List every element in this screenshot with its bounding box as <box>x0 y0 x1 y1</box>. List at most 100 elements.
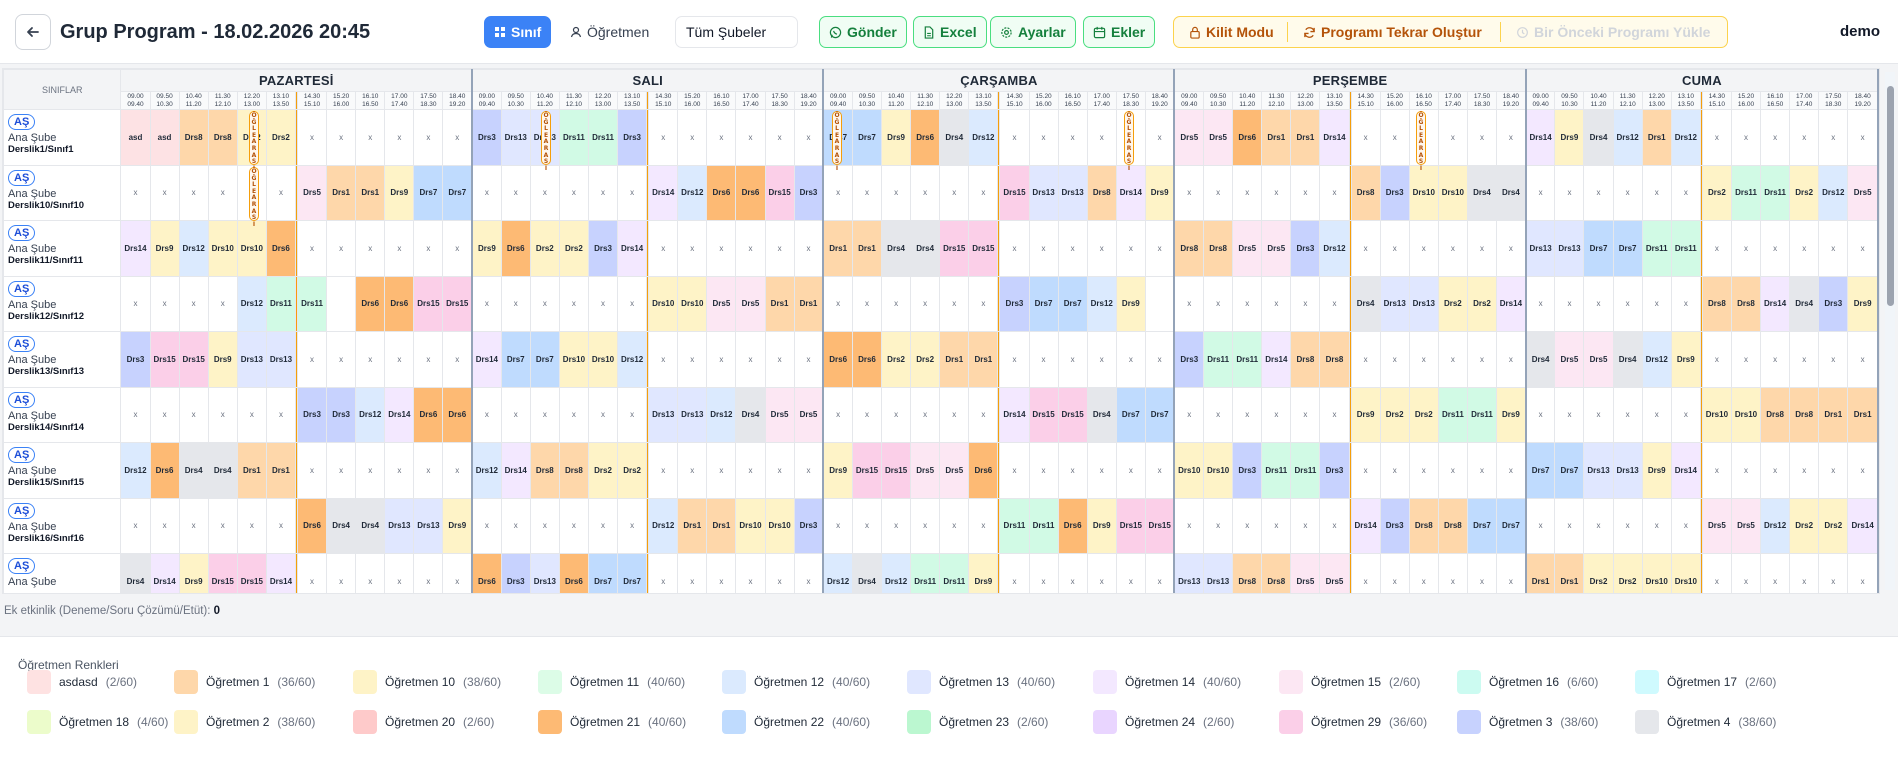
empty-slot[interactable]: x <box>529 164 560 221</box>
lesson-cell[interactable]: Drs8 <box>1173 220 1205 277</box>
lesson-cell[interactable]: Drs1 <box>355 164 386 221</box>
empty-slot[interactable]: x <box>207 386 238 443</box>
teacher-color-swatch[interactable] <box>538 670 562 694</box>
class-row-header[interactable]: AŞ Ana Şube Derslik12/Sınıf12 <box>3 275 122 332</box>
empty-slot[interactable]: x <box>384 442 415 499</box>
lesson-cell[interactable]: Drs12 <box>1760 497 1791 554</box>
lesson-cell[interactable]: Drs14 <box>149 553 180 593</box>
lesson-cell[interactable]: Drs12 <box>1818 164 1849 221</box>
lesson-cell[interactable]: Drs15 <box>178 331 209 388</box>
lesson-cell[interactable]: Drs1 <box>706 497 737 554</box>
empty-slot[interactable]: x <box>939 497 970 554</box>
empty-slot[interactable]: x <box>648 109 679 166</box>
empty-slot[interactable]: x <box>1612 497 1643 554</box>
empty-slot[interactable]: x <box>1057 553 1088 593</box>
teacher-color-item[interactable]: Öğretmen 16 (6/60) <box>1457 670 1598 694</box>
empty-slot[interactable]: x <box>1466 331 1498 388</box>
lesson-cell[interactable]: Drs11 <box>999 497 1030 554</box>
lesson-cell[interactable]: Drs13 <box>1173 553 1205 593</box>
lesson-cell[interactable]: Drs5 <box>1701 497 1732 554</box>
lesson-cell[interactable]: Drs6 <box>355 275 386 332</box>
empty-slot[interactable]: x <box>1466 220 1498 277</box>
lesson-cell[interactable]: Drs2 <box>1408 386 1439 443</box>
lesson-cell[interactable]: Drs6 <box>735 164 766 221</box>
empty-slot[interactable]: x <box>1379 553 1410 593</box>
lesson-cell[interactable]: Drs3 <box>1290 220 1321 277</box>
lesson-cell[interactable]: Drs15 <box>999 164 1030 221</box>
empty-slot[interactable]: x <box>1144 553 1176 593</box>
lesson-cell[interactable]: Drs5 <box>735 275 766 332</box>
lesson-cell[interactable]: Drs11 <box>1670 220 1701 277</box>
empty-slot[interactable]: x <box>999 220 1030 277</box>
class-row-header[interactable]: AŞ Ana Şube Derslik1/Sınıf1 <box>3 109 122 166</box>
empty-slot[interactable]: x <box>1173 164 1205 221</box>
lesson-cell[interactable]: Drs4 <box>1583 109 1614 166</box>
lesson-cell[interactable]: Drs14 <box>1670 442 1701 499</box>
lesson-cell[interactable]: Drs4 <box>1525 331 1556 388</box>
teacher-color-swatch[interactable] <box>27 710 51 734</box>
empty-slot[interactable]: x <box>1203 275 1234 332</box>
lesson-cell[interactable]: Drs7 <box>1057 275 1088 332</box>
empty-slot[interactable]: x <box>1290 275 1321 332</box>
empty-slot[interactable]: x <box>326 331 357 388</box>
lesson-cell[interactable]: Drs15 <box>149 331 180 388</box>
empty-slot[interactable]: x <box>968 497 999 554</box>
empty-slot[interactable]: x <box>793 331 825 388</box>
empty-slot[interactable]: x <box>384 553 415 593</box>
excel-button[interactable]: Excel <box>913 16 987 48</box>
empty-slot[interactable]: x <box>1818 220 1849 277</box>
empty-slot[interactable]: x <box>1028 220 1059 277</box>
empty-slot[interactable]: x <box>1525 497 1556 554</box>
empty-slot[interactable]: x <box>558 164 589 221</box>
empty-slot[interactable]: x <box>1261 497 1292 554</box>
lesson-cell[interactable]: Drs1 <box>822 220 853 277</box>
lesson-cell[interactable]: Drs2 <box>881 331 912 388</box>
lesson-cell[interactable]: asd <box>120 109 151 166</box>
empty-slot[interactable]: x <box>1203 164 1234 221</box>
empty-slot[interactable]: x <box>1789 331 1820 388</box>
lesson-cell[interactable]: Drs12 <box>1086 275 1117 332</box>
lesson-cell[interactable]: Drs1 <box>1554 553 1585 593</box>
empty-slot[interactable]: x <box>1437 442 1468 499</box>
lesson-cell[interactable]: Drs15 <box>1144 497 1176 554</box>
empty-slot[interactable]: x <box>881 497 912 554</box>
lesson-cell[interactable]: Drs1 <box>1847 386 1879 443</box>
empty-slot[interactable]: x <box>120 386 151 443</box>
scrollbar-track[interactable] <box>1885 72 1895 590</box>
lesson-cell[interactable]: Drs12 <box>648 497 679 554</box>
empty-slot[interactable]: x <box>1028 109 1059 166</box>
lesson-cell[interactable]: Drs8 <box>1701 275 1732 332</box>
lesson-cell[interactable]: Drs6 <box>1232 109 1263 166</box>
lesson-cell[interactable]: Drs9 <box>149 220 180 277</box>
lesson-cell[interactable]: Drs1 <box>265 442 296 499</box>
lesson-cell[interactable]: Drs8 <box>1760 386 1791 443</box>
lesson-cell[interactable]: Drs4 <box>178 442 209 499</box>
lesson-cell[interactable]: Drs4 <box>881 220 912 277</box>
lesson-cell[interactable]: Drs8 <box>1261 553 1292 593</box>
teacher-color-item[interactable]: Öğretmen 24 (2/60) <box>1093 710 1234 734</box>
lesson-cell[interactable]: Drs13 <box>265 331 296 388</box>
lesson-cell[interactable]: Drs7 <box>442 164 474 221</box>
empty-slot[interactable]: x <box>1670 275 1701 332</box>
empty-slot[interactable]: x <box>236 386 267 443</box>
programi-tekrar-olustur-button[interactable]: Programı Tekrar Oluştur <box>1294 17 1491 47</box>
empty-slot[interactable]: x <box>1232 275 1263 332</box>
lesson-cell[interactable]: Drs4 <box>120 553 151 593</box>
empty-slot[interactable]: x <box>500 497 531 554</box>
empty-slot[interactable]: x <box>1818 109 1849 166</box>
lesson-cell[interactable]: Drs6 <box>851 331 883 388</box>
empty-slot[interactable]: x <box>236 497 267 554</box>
lesson-cell[interactable]: Drs11 <box>265 275 296 332</box>
teacher-color-swatch[interactable] <box>174 670 198 694</box>
empty-slot[interactable]: x <box>968 164 999 221</box>
empty-slot[interactable]: x <box>1057 109 1088 166</box>
lesson-cell[interactable]: Drs3 <box>1818 275 1849 332</box>
lesson-cell[interactable]: Drs14 <box>1525 109 1556 166</box>
empty-slot[interactable]: x <box>910 497 941 554</box>
empty-slot[interactable]: x <box>764 109 795 166</box>
lesson-cell[interactable]: Drs5 <box>1319 553 1350 593</box>
empty-slot[interactable]: x <box>1203 497 1234 554</box>
lesson-cell[interactable]: Drs5 <box>1261 220 1292 277</box>
lesson-cell[interactable]: Drs11 <box>910 553 941 593</box>
empty-slot[interactable]: x <box>413 109 444 166</box>
